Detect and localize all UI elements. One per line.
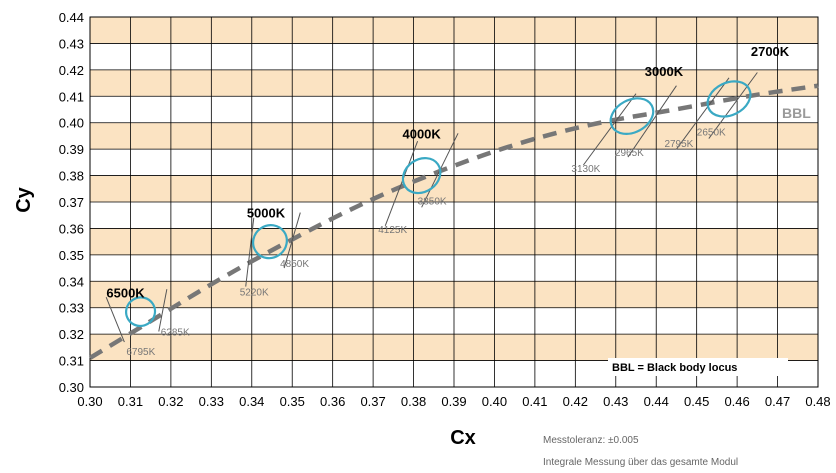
x-tick-label: 0.30 bbox=[77, 394, 102, 409]
x-tick-label: 0.36 bbox=[320, 394, 345, 409]
boundary-label: 3130K bbox=[571, 164, 600, 175]
plot-border bbox=[89, 16, 819, 388]
cct-ellipse bbox=[125, 296, 157, 328]
y-tick-label: 0.34 bbox=[59, 274, 84, 289]
x-tick-label: 0.47 bbox=[765, 394, 790, 409]
legend-box: BBL = Black body locus bbox=[608, 358, 788, 376]
x-tick-label: 0.39 bbox=[441, 394, 466, 409]
legend-text: BBL = Black body locus bbox=[612, 362, 737, 374]
y-tick-label: 0.39 bbox=[59, 142, 84, 157]
measurement-note: Integrale Messung über das gesamte Modul bbox=[543, 457, 738, 468]
boundary-line bbox=[708, 72, 758, 139]
cct-label: 6500K bbox=[106, 286, 145, 301]
x-axis-title: Cx bbox=[450, 427, 476, 449]
x-tick-label: 0.45 bbox=[684, 394, 709, 409]
cct-ellipse bbox=[609, 97, 655, 135]
y-tick-label: 0.35 bbox=[59, 248, 84, 263]
x-tick-label: 0.48 bbox=[805, 394, 830, 409]
boundary-line bbox=[676, 77, 730, 150]
boundary-label: 2650K bbox=[697, 128, 726, 139]
y-tick-label: 0.33 bbox=[59, 301, 84, 316]
boundary-line bbox=[283, 212, 301, 269]
tolerance-note: Messtoleranz: ±0.005 bbox=[543, 435, 639, 446]
boundary-label: 4125K bbox=[378, 225, 407, 236]
x-tick-label: 0.43 bbox=[603, 394, 628, 409]
cct-ellipse bbox=[252, 224, 288, 260]
axis-ticks: 0.30 0.31 0.32 0.33 0.34 0.35 0.36 0.37 0.38 0.39… bbox=[59, 10, 831, 409]
boundary-line bbox=[583, 93, 637, 166]
y-tick-label: 0.38 bbox=[59, 169, 84, 184]
y-tick-label: 0.31 bbox=[59, 354, 84, 369]
bbl-label: BBL bbox=[782, 105, 811, 121]
y-tick-label: 0.32 bbox=[59, 327, 84, 342]
boundary-line bbox=[245, 217, 255, 287]
x-tick-label: 0.42 bbox=[563, 394, 588, 409]
cct-label: 4000K bbox=[402, 127, 441, 142]
boundary-line bbox=[384, 141, 419, 226]
cct-labels: 6795K 6285K 5220K 4850K 4125K 3850K 3130K 2965K… bbox=[106, 44, 789, 358]
cct-label: 5000K bbox=[247, 206, 286, 221]
y-tick-label: 0.42 bbox=[59, 63, 84, 78]
y-tick-label: 0.41 bbox=[59, 89, 84, 104]
boundary-label: 4850K bbox=[280, 259, 309, 270]
legend-background bbox=[608, 358, 788, 376]
boundary-label: 2965K bbox=[615, 148, 644, 159]
y-tick-label: 0.30 bbox=[59, 380, 84, 395]
cct-label: 2700K bbox=[751, 44, 790, 59]
y-tick-label: 0.36 bbox=[59, 221, 84, 236]
x-tick-label: 0.38 bbox=[401, 394, 426, 409]
boundary-label: 5220K bbox=[240, 288, 269, 299]
cct-label: 3000K bbox=[645, 64, 684, 79]
x-tick-label: 0.44 bbox=[644, 394, 669, 409]
cct-ellipse bbox=[401, 157, 442, 195]
x-tick-label: 0.40 bbox=[482, 394, 507, 409]
x-tick-label: 0.37 bbox=[360, 394, 385, 409]
cct-ellipse bbox=[706, 80, 752, 118]
x-tick-label: 0.34 bbox=[239, 394, 264, 409]
x-tick-label: 0.41 bbox=[522, 394, 547, 409]
y-tick-label: 0.43 bbox=[59, 36, 84, 51]
boundary-label: 2795K bbox=[664, 139, 693, 150]
cct-ellipses bbox=[125, 80, 752, 328]
y-tick-label: 0.37 bbox=[59, 195, 84, 210]
boundary-line bbox=[627, 85, 677, 158]
x-tick-label: 0.33 bbox=[199, 394, 224, 409]
x-tick-label: 0.32 bbox=[158, 394, 183, 409]
boundary-line bbox=[105, 296, 125, 343]
grid-lines bbox=[89, 16, 819, 388]
y-tick-label: 0.44 bbox=[59, 10, 84, 25]
x-tick-label: 0.31 bbox=[118, 394, 143, 409]
boundary-label: 6285K bbox=[161, 328, 190, 339]
x-tick-label: 0.46 bbox=[724, 394, 749, 409]
cct-boundary-lines bbox=[105, 72, 758, 343]
x-tick-label: 0.35 bbox=[280, 394, 305, 409]
boundary-label: 3850K bbox=[418, 196, 447, 207]
boundary-line bbox=[158, 289, 168, 332]
y-tick-label: 0.40 bbox=[59, 116, 84, 131]
boundary-label: 6795K bbox=[126, 347, 155, 358]
y-axis-title: Cy bbox=[13, 186, 35, 212]
